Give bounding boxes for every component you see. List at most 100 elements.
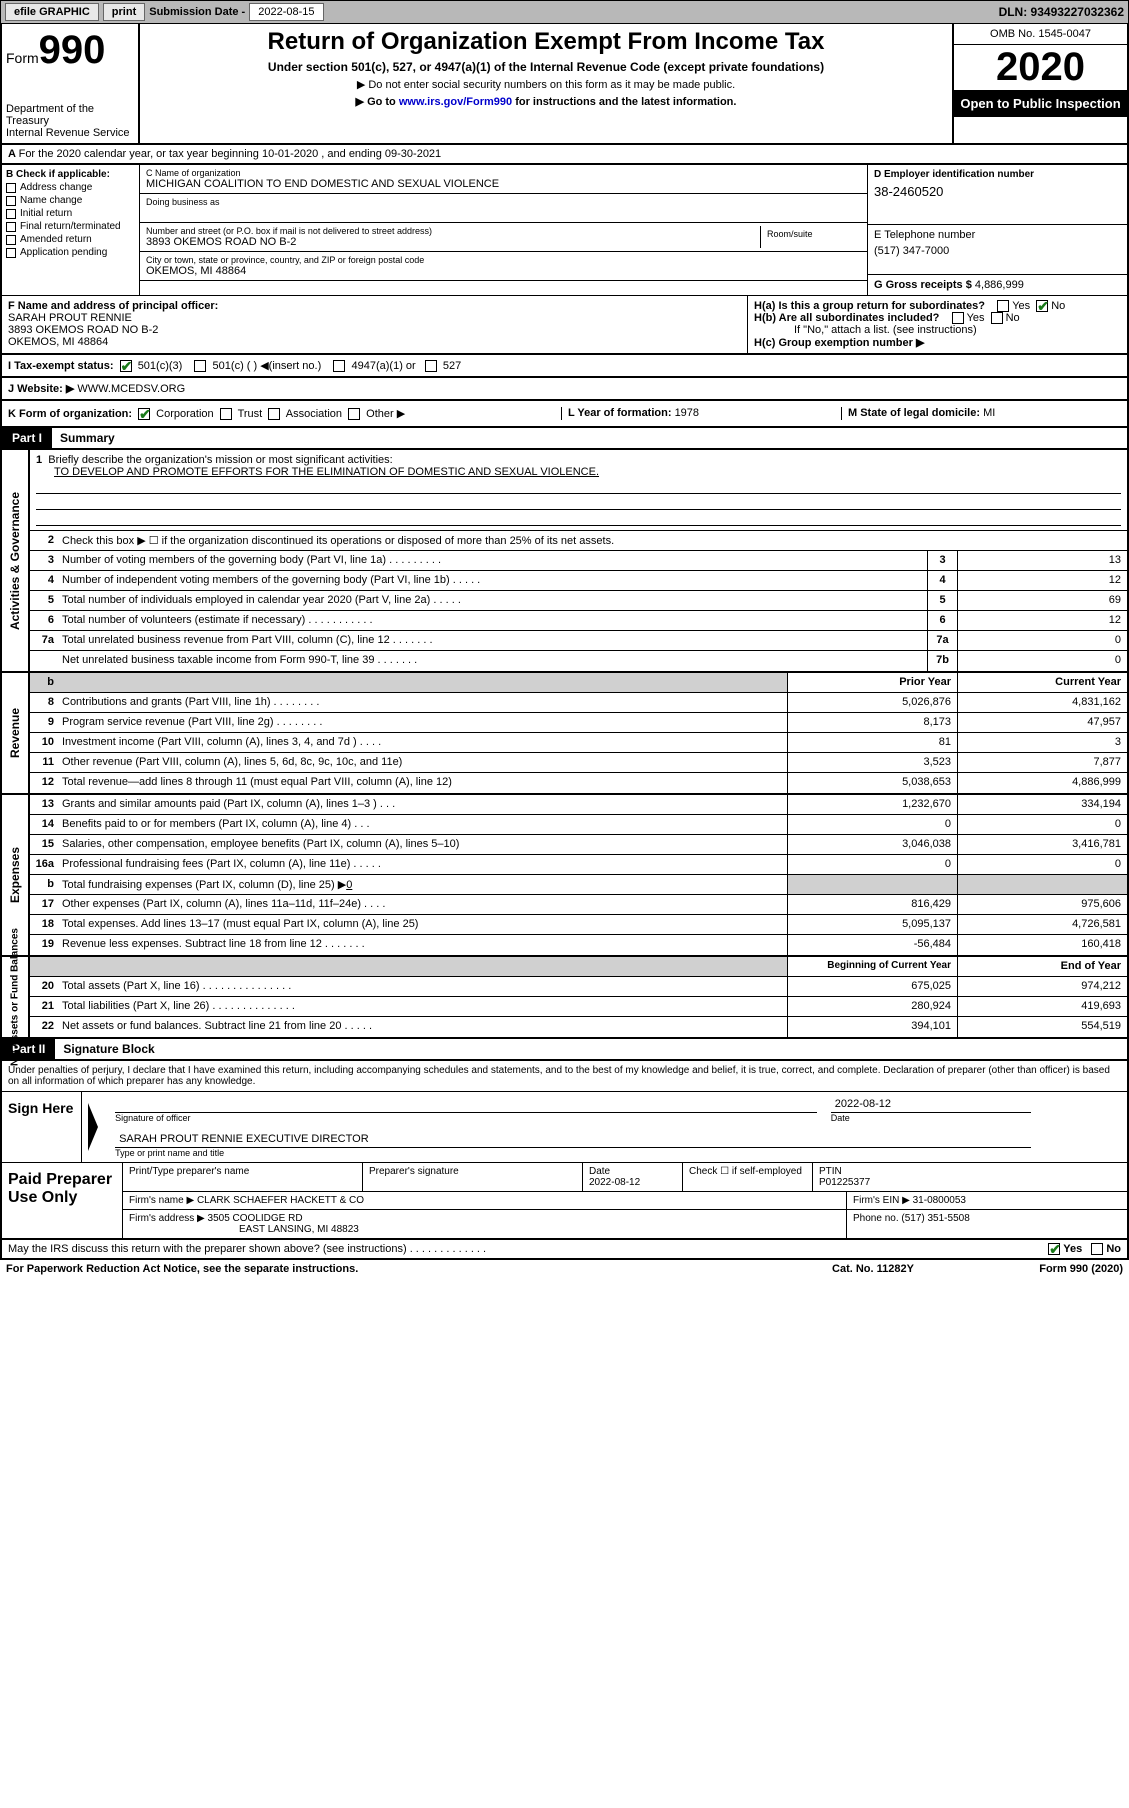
line22-prior: 394,101	[787, 1017, 957, 1037]
form-number: Form990	[6, 28, 134, 73]
box-c: C Name of organizationMICHIGAN COALITION…	[140, 165, 867, 295]
discuss-yes[interactable]	[1048, 1243, 1060, 1255]
officer-city: OKEMOS, MI 48864	[8, 336, 108, 348]
cb-501c[interactable]	[194, 360, 206, 372]
submission-label: Submission Date -	[149, 6, 245, 18]
checkbox-amended[interactable]	[6, 235, 16, 245]
website-value: WWW.MCEDSV.ORG	[74, 383, 185, 395]
ssn-note: ▶ Do not enter social security numbers o…	[144, 78, 948, 91]
firm-name: CLARK SCHAEFER HACKETT & CO	[197, 1195, 364, 1206]
cb-527[interactable]	[425, 360, 437, 372]
ha-label: H(a) Is this a group return for subordin…	[754, 300, 985, 312]
discuss-no[interactable]	[1091, 1243, 1103, 1255]
date-label: Date	[831, 1113, 1031, 1123]
line16a-current: 0	[957, 855, 1127, 874]
efile-button[interactable]: efile GRAPHIC	[5, 3, 99, 21]
line3: Number of voting members of the governin…	[62, 554, 386, 566]
line19-prior: -56,484	[787, 935, 957, 955]
public-inspection: Open to Public Inspection	[954, 90, 1127, 117]
checkbox-name-change[interactable]	[6, 196, 16, 206]
box-b-label: B Check if applicable:	[6, 169, 110, 180]
tax-year: 2020	[954, 45, 1127, 90]
firm-phone: (517) 351-5508	[901, 1213, 969, 1224]
firm-ein-label: Firm's EIN ▶	[853, 1195, 910, 1206]
line6: Total number of volunteers (estimate if …	[62, 614, 305, 626]
cb-assoc[interactable]	[268, 408, 280, 420]
phone-value: (517) 347-7000	[874, 245, 1121, 257]
irs-link[interactable]: www.irs.gov/Form990	[399, 96, 512, 108]
line5: Total number of individuals employed in …	[62, 594, 430, 606]
discuss-text: May the IRS discuss this return with the…	[8, 1243, 407, 1255]
line20-prior: 675,025	[787, 977, 957, 996]
line14-prior: 0	[787, 815, 957, 834]
checkbox-application-pending[interactable]	[6, 248, 16, 258]
hb-no[interactable]	[991, 312, 1003, 324]
mission-text: TO DEVELOP AND PROMOTE EFFORTS FOR THE E…	[54, 466, 1121, 478]
side-revenue: Revenue	[8, 708, 22, 758]
cb-other[interactable]	[348, 408, 360, 420]
org-address: 3893 OKEMOS ROAD NO B-2	[146, 236, 760, 248]
line18: Total expenses. Add lines 13–17 (must eq…	[58, 915, 787, 934]
line8-prior: 5,026,876	[787, 693, 957, 712]
side-expenses: Expenses	[8, 847, 22, 903]
year-formation: 1978	[675, 407, 699, 419]
box-d-e-g: D Employer identification number38-24605…	[867, 165, 1127, 295]
section-b-c-d: B Check if applicable: Address change Na…	[0, 165, 1129, 295]
phone-label: E Telephone number	[874, 229, 1121, 241]
officer-name: SARAH PROUT RENNIE	[8, 312, 132, 324]
firm-addr1: 3505 COOLIDGE RD	[208, 1213, 303, 1224]
cb-corp[interactable]	[138, 408, 150, 420]
line7a: Total unrelated business revenue from Pa…	[62, 634, 390, 646]
side-netassets: Net Assets or Fund Balances	[10, 928, 21, 1066]
discuss-row: May the IRS discuss this return with the…	[0, 1240, 1129, 1260]
line18-current: 4,726,581	[957, 915, 1127, 934]
line20: Total assets (Part X, line 16)	[62, 980, 200, 992]
print-button[interactable]: print	[103, 3, 145, 21]
row-j: J Website: ▶ WWW.MCEDSV.ORG	[0, 378, 1129, 401]
line5-val: 69	[957, 591, 1127, 610]
cb-4947[interactable]	[333, 360, 345, 372]
form-title: Return of Organization Exempt From Incom…	[144, 28, 948, 56]
line15-current: 3,416,781	[957, 835, 1127, 854]
prior-year-hdr: Prior Year	[787, 673, 957, 692]
line14: Benefits paid to or for members (Part IX…	[62, 818, 351, 830]
line20-current: 974,212	[957, 977, 1127, 996]
org-name-label: C Name of organization	[146, 168, 861, 178]
hc-label: H(c) Group exemption number ▶	[754, 337, 924, 349]
tax-exempt-label: I Tax-exempt status:	[8, 360, 114, 372]
hb-yes[interactable]	[952, 312, 964, 324]
firm-phone-label: Phone no.	[853, 1213, 901, 1224]
line16a-prior: 0	[787, 855, 957, 874]
line19: Revenue less expenses. Subtract line 18 …	[62, 938, 322, 950]
line9-current: 47,957	[957, 713, 1127, 732]
line6-val: 12	[957, 611, 1127, 630]
mission-label: Briefly describe the organization's miss…	[48, 454, 392, 466]
website-label: J Website: ▶	[8, 383, 74, 395]
line13-prior: 1,232,670	[787, 795, 957, 814]
line17-current: 975,606	[957, 895, 1127, 914]
omb-number: OMB No. 1545-0047	[954, 24, 1127, 45]
officer-printed-name: SARAH PROUT RENNIE EXECUTIVE DIRECTOR	[115, 1131, 1031, 1148]
checkbox-initial-return[interactable]	[6, 209, 16, 219]
ha-no[interactable]	[1036, 300, 1048, 312]
line21-current: 419,693	[957, 997, 1127, 1016]
part2-title: Signature Block	[55, 1039, 162, 1059]
cb-trust[interactable]	[220, 408, 232, 420]
part1-title: Summary	[52, 428, 123, 448]
addr-label: Number and street (or P.O. box if mail i…	[146, 226, 760, 236]
sign-here: Sign Here	[2, 1092, 82, 1162]
revenue-section: Revenue bPrior YearCurrent Year 8Contrib…	[0, 673, 1129, 795]
cb-501c3[interactable]	[120, 360, 132, 372]
line16a: Professional fundraising fees (Part IX, …	[62, 858, 350, 870]
checkbox-address-change[interactable]	[6, 183, 16, 193]
prep-date-label: Date	[589, 1166, 610, 1177]
topbar: efile GRAPHIC print Submission Date - 20…	[0, 0, 1129, 24]
line12-prior: 5,038,653	[787, 773, 957, 793]
ha-yes[interactable]	[997, 300, 1009, 312]
side-activities: Activities & Governance	[8, 492, 22, 630]
checkbox-final-return[interactable]	[6, 222, 16, 232]
firm-addr-label: Firm's address ▶	[129, 1213, 205, 1224]
line8: Contributions and grants (Part VIII, lin…	[62, 696, 271, 708]
year-formation-label: L Year of formation:	[568, 407, 675, 419]
line15-prior: 3,046,038	[787, 835, 957, 854]
